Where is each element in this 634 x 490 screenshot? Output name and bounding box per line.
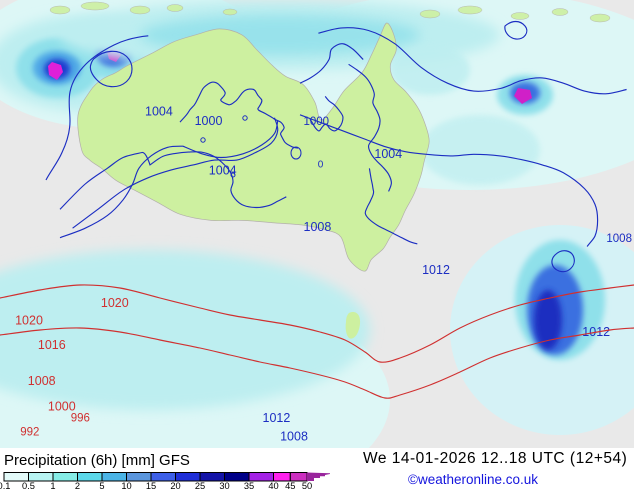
svg-text:45: 45 xyxy=(285,481,295,490)
svg-text:1012: 1012 xyxy=(422,263,450,277)
svg-text:2: 2 xyxy=(75,481,80,490)
svg-text:1016: 1016 xyxy=(38,338,66,352)
svg-text:1012: 1012 xyxy=(263,411,291,425)
svg-text:©weatheronline.co.uk: ©weatheronline.co.uk xyxy=(408,472,538,487)
svg-text:1000: 1000 xyxy=(195,114,223,128)
svg-text:We 14-01-2026 12..18 UTC (12+5: We 14-01-2026 12..18 UTC (12+54) xyxy=(363,450,627,467)
svg-text:996: 996 xyxy=(71,413,90,425)
svg-text:30: 30 xyxy=(219,481,229,490)
svg-text:1020: 1020 xyxy=(101,296,129,310)
svg-text:0.1: 0.1 xyxy=(0,481,10,490)
svg-text:35: 35 xyxy=(244,481,254,490)
svg-text:15: 15 xyxy=(146,481,156,490)
svg-text:1000: 1000 xyxy=(304,116,330,128)
svg-text:1004: 1004 xyxy=(209,163,237,177)
svg-text:1008: 1008 xyxy=(606,233,632,245)
svg-text:Precipitation (6h) [mm] GFS: Precipitation (6h) [mm] GFS xyxy=(4,452,190,469)
svg-text:10: 10 xyxy=(121,481,131,490)
svg-text:20: 20 xyxy=(170,481,180,490)
svg-text:1008: 1008 xyxy=(280,430,308,444)
svg-text:1004: 1004 xyxy=(374,147,402,161)
svg-text:1008: 1008 xyxy=(28,374,56,388)
svg-text:1008: 1008 xyxy=(304,220,332,234)
svg-text:1000: 1000 xyxy=(48,399,76,413)
svg-text:1: 1 xyxy=(50,481,55,490)
svg-text:0: 0 xyxy=(318,159,324,170)
svg-text:1020: 1020 xyxy=(15,314,43,328)
svg-text:40: 40 xyxy=(268,481,278,490)
svg-text:25: 25 xyxy=(195,481,205,490)
svg-text:1004: 1004 xyxy=(145,104,173,118)
svg-text:5: 5 xyxy=(99,481,104,490)
svg-text:50: 50 xyxy=(302,481,312,490)
svg-text:992: 992 xyxy=(20,427,39,439)
svg-text:0.5: 0.5 xyxy=(22,481,35,490)
